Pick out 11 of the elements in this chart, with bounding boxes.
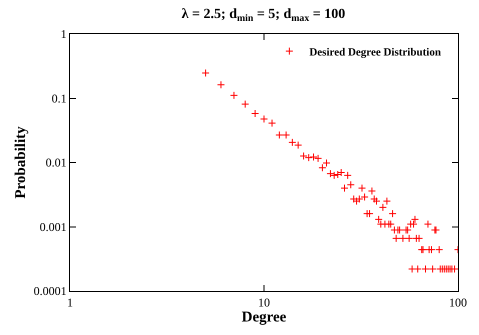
chart-title: λ = 2.5; d$_{min}$ = 5; d$_{max}$ = 100 — [182, 7, 346, 24]
x-tick-label: 10 — [258, 295, 270, 310]
x-tick-label: 100 — [449, 295, 467, 310]
x-axis-title: Degree — [242, 309, 287, 326]
y-tick-label: 0.001 — [40, 220, 67, 234]
y-tick-label: 0.0001 — [34, 284, 67, 298]
y-tick-label: 0.1 — [52, 91, 67, 106]
y-axis-title: Probability — [12, 126, 29, 199]
y-tick-label: 1 — [60, 27, 67, 42]
y-tick-label: 0.01 — [46, 156, 67, 170]
legend-label: Desired Degree Distribution — [309, 46, 441, 58]
